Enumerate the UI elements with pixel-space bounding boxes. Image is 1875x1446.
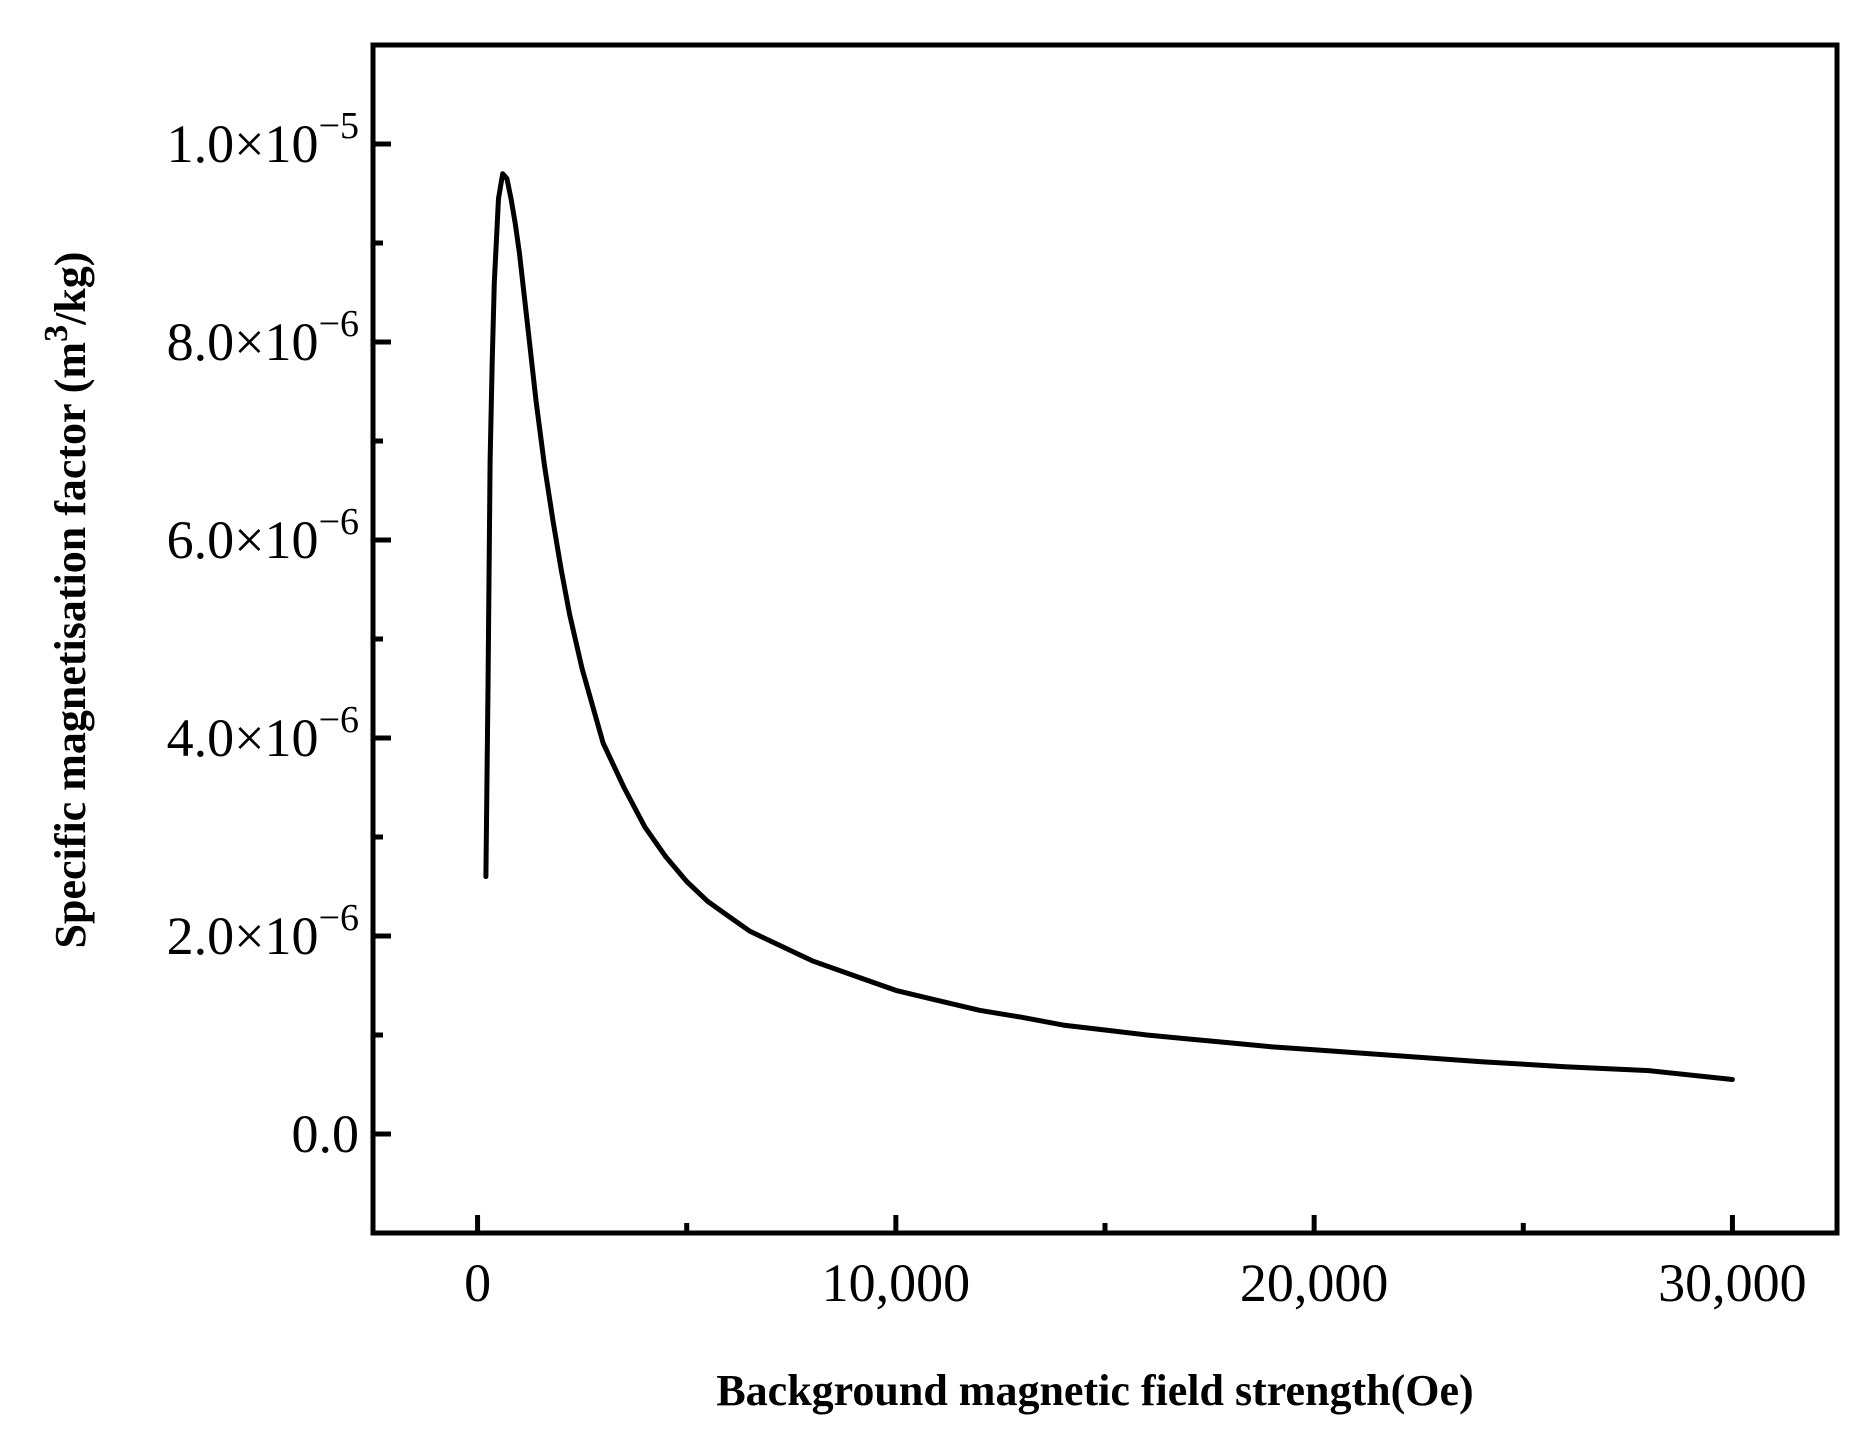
plot-frame [370,42,1840,1236]
y-tick-label: 0.0 [292,1104,360,1164]
y-tick-label: 8.0×10−6 [167,303,359,372]
y-tick-label: 4.0×10−6 [167,699,359,768]
y-axis-title-suffix: /kg) [46,252,95,326]
x-axis: 0 10,000 20,000 30,000 [464,1215,1807,1313]
y-tick-label: 6.0×10−6 [167,501,359,570]
x-tick-label: 30,000 [1658,1253,1807,1313]
y-axis-title-prefix: Specific magnetisation factor (m [46,342,95,949]
y-tick-label: 1.0×10−5 [167,105,359,174]
y-tick-label: 2.0×10−6 [167,897,359,966]
series-line [483,171,1735,1082]
y-axis-title: Specific magnetisation factor (m3/kg) [38,252,95,949]
x-tick-label: 10,000 [822,1253,971,1313]
y-axis: 0.0 2.0×10−6 4.0×10−6 6.0×10−6 8.0×10−6 1.0×1… [167,105,391,1164]
x-tick-label: 0 [464,1253,491,1313]
y-axis-title-sup: 3 [38,325,75,342]
x-tick-label: 20,000 [1240,1253,1389,1313]
x-axis-title: Background magnetic field strength(Oe) [716,1366,1473,1415]
